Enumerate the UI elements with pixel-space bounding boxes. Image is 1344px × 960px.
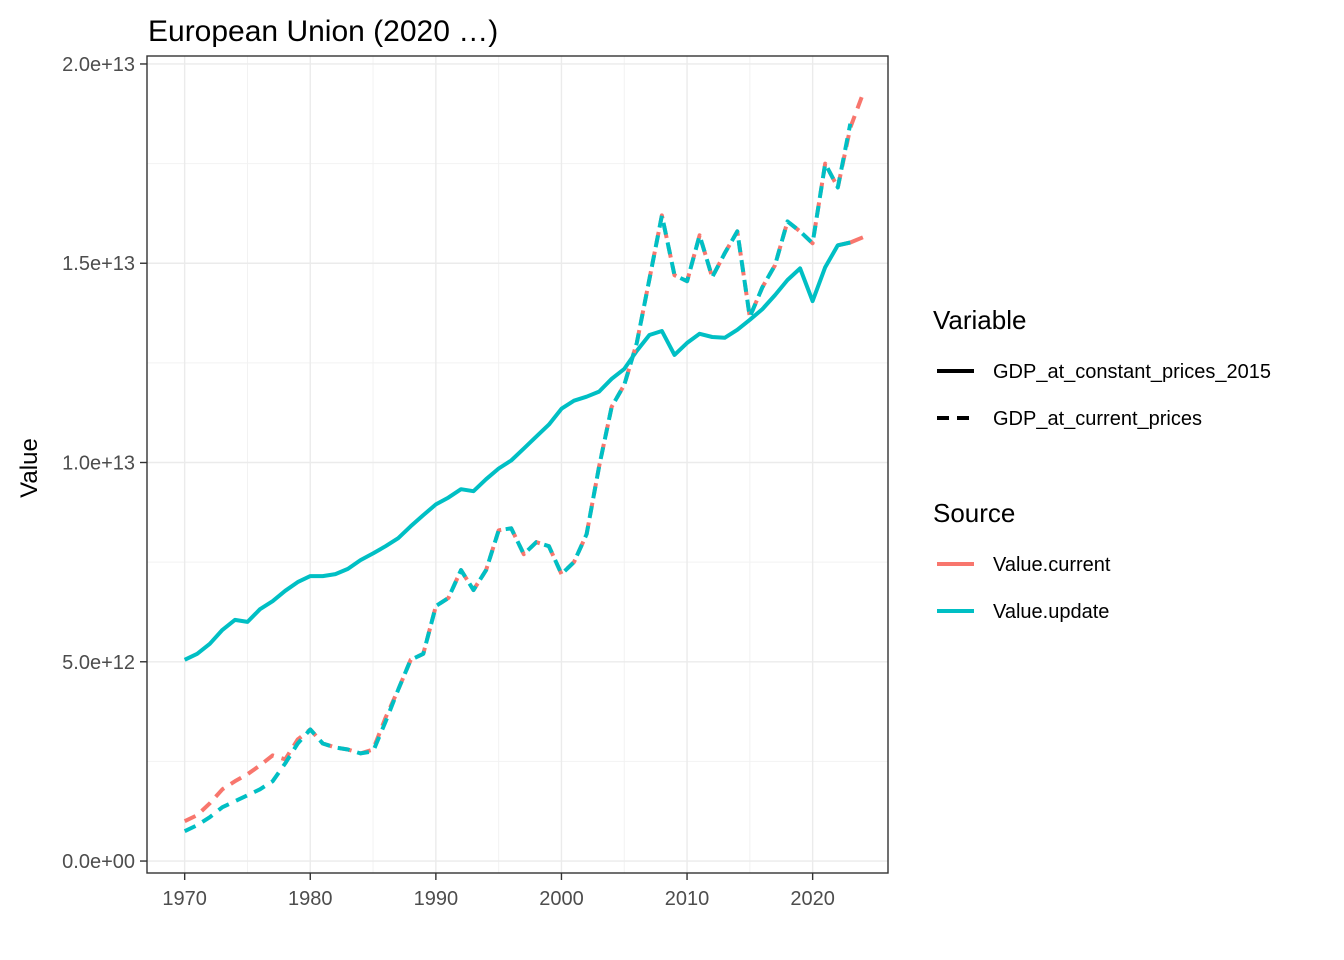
y-tick-label: 5.0e+12 [62,652,135,674]
x-tick-label: 1970 [162,888,207,910]
legend: Variable GDP_at_constant_prices_2015 GDP… [933,305,1271,623]
x-tick-label: 2000 [539,888,584,910]
y-tick-label: 1.5e+13 [62,253,135,275]
series-line-gdp-at-constant-prices-2015-value-update [183,240,851,662]
legend-title-variable: Variable [933,305,1026,335]
y-tick-label: 0.0e+00 [62,851,135,873]
plot-border [146,55,889,874]
y-tick-label: 2.0e+13 [62,54,135,76]
x-axis: 1970 1980 1990 2000 2010 2020 [162,873,835,910]
grid-minor [147,56,888,873]
legend-label-value-update: Value.update [993,601,1109,623]
x-tick-label: 1980 [288,888,333,910]
series-layer [183,93,865,834]
y-axis: 0.0e+00 5.0e+12 1.0e+13 1.5e+13 2.0e+13 [62,54,147,873]
legend-label-gdp-current: GDP_at_current_prices [993,408,1202,430]
x-tick-label: 2010 [665,888,710,910]
legend-label-value-current: Value.current [993,554,1111,576]
legend-label-gdp-constant: GDP_at_constant_prices_2015 [993,361,1271,383]
grid-major [147,56,888,873]
chart-title: European Union (2020 …) [148,15,498,48]
x-tick-label: 1990 [414,888,459,910]
legend-title-source: Source [933,498,1015,528]
y-axis-title: Value [16,438,43,498]
x-tick-label: 2020 [790,888,835,910]
y-tick-label: 1.0e+13 [62,453,135,475]
plot-background [147,56,888,873]
series-line-gdp-at-current-prices-value-update [183,123,853,834]
series-line-gdp-at-current-prices-value-current [183,93,865,824]
